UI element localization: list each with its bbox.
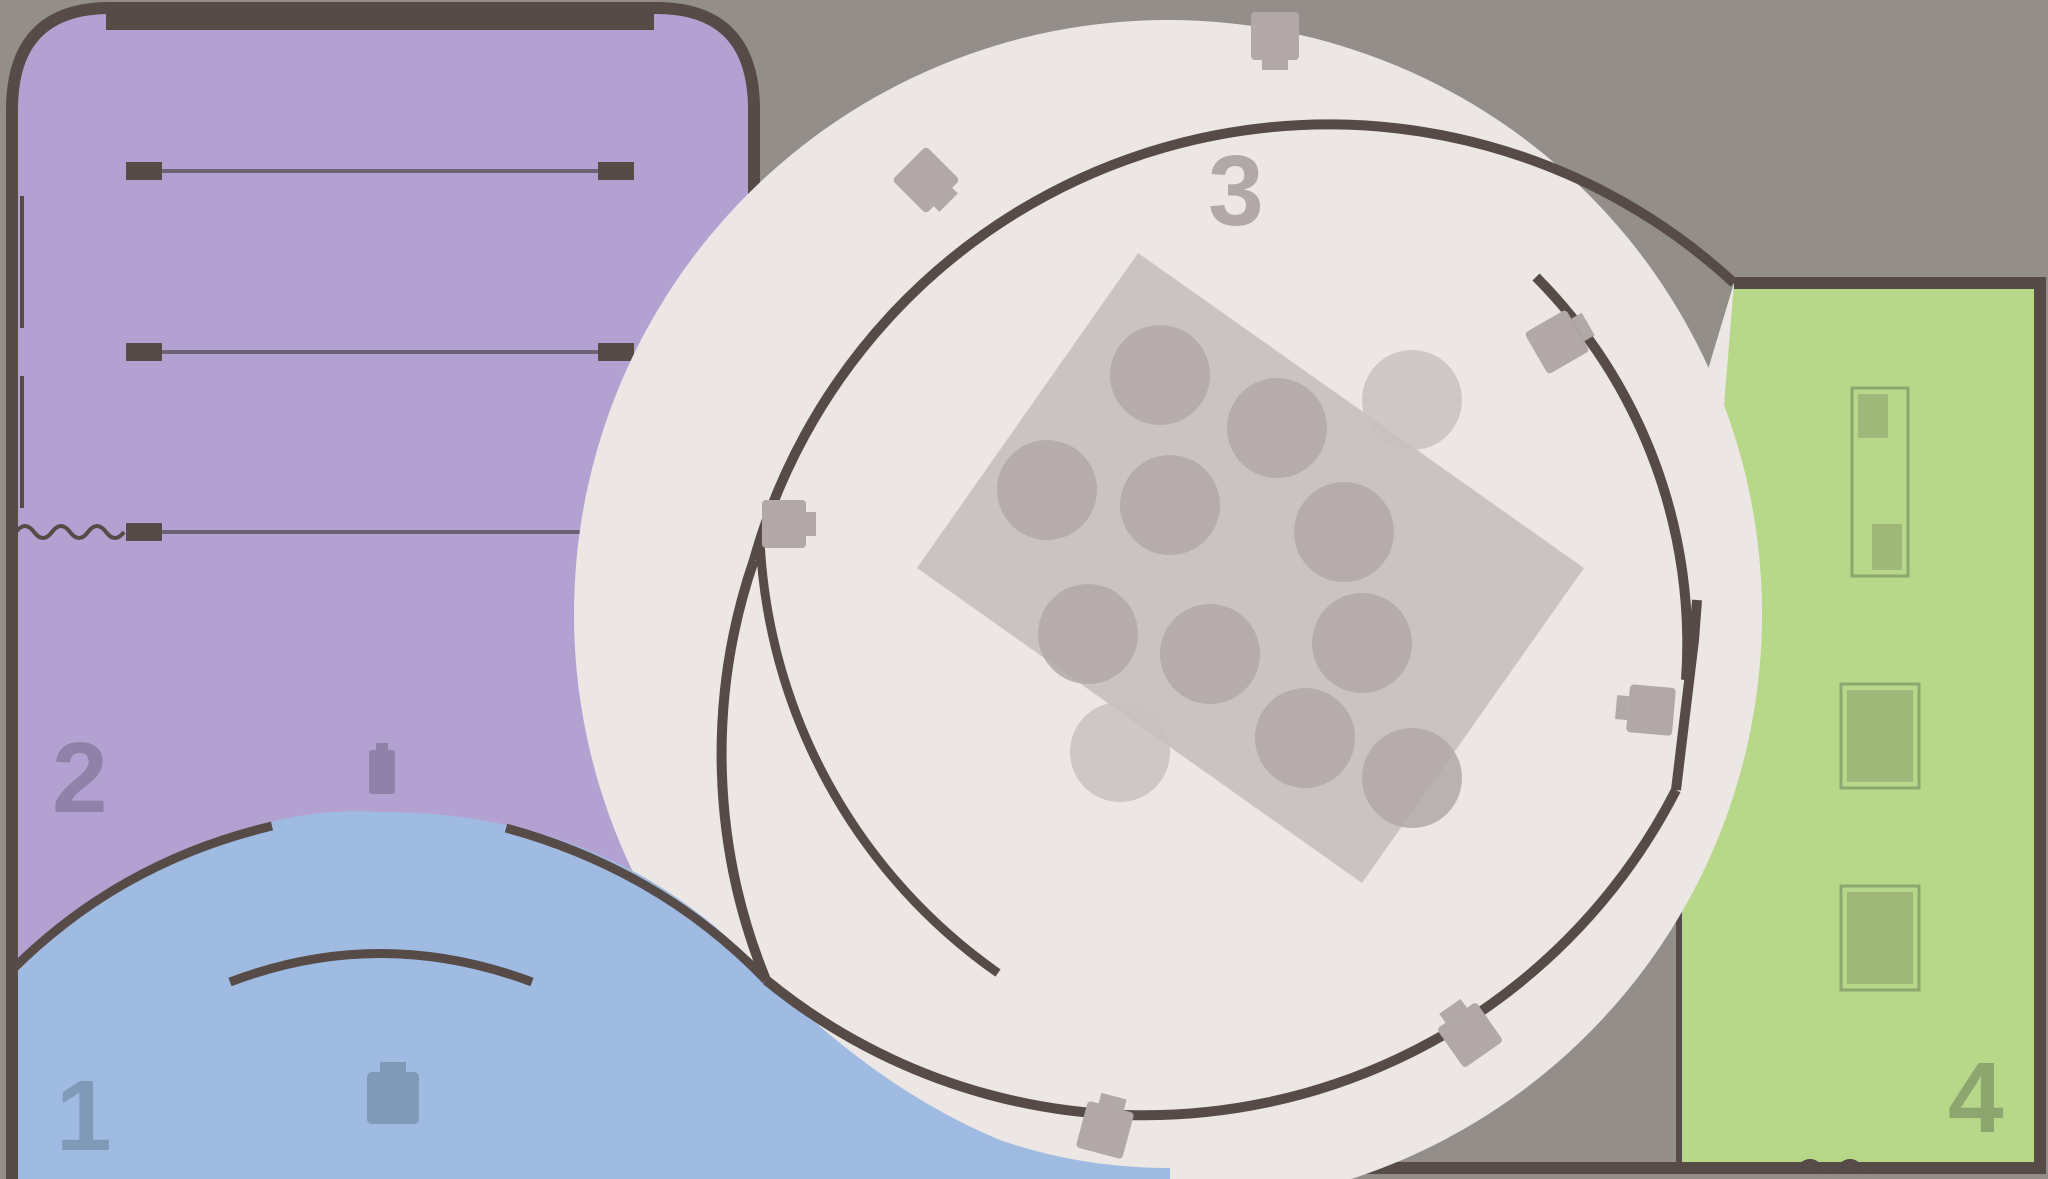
corridor-area [1230, 790, 1676, 1168]
zone-3-wall [749, 119, 1738, 562]
speaker-icon [893, 147, 959, 213]
speaker-icon [1076, 1092, 1134, 1159]
zone-1-wall [504, 823, 770, 984]
speaker-icon [1251, 12, 1299, 70]
speaker-icon [1525, 310, 1595, 374]
zone-3-number: 3 [1208, 135, 1264, 247]
zone-3-wall [716, 558, 771, 982]
cabinet-icon [1839, 884, 1921, 992]
speaker-icon [367, 1062, 419, 1124]
bench-icon [126, 162, 634, 180]
chair-icon [997, 325, 1462, 828]
table-icon [917, 253, 1584, 883]
zone-1-wall [8, 821, 274, 974]
zone-3-wall [762, 787, 1681, 1121]
zone-2-top-wall [106, 4, 654, 30]
cabinet-icon [1839, 682, 1921, 790]
speaker-icon [369, 743, 395, 794]
zone-2-number: 2 [52, 722, 108, 834]
zone-3-inner-arc [755, 539, 1001, 977]
speaker-icon [1438, 998, 1502, 1067]
zone-4-number: 4 [1948, 1042, 2004, 1154]
speaker-icon [762, 500, 816, 548]
bench-icon [126, 343, 634, 361]
cabinet-icon [1850, 386, 1910, 578]
zone-3-right-wall [1671, 599, 1702, 791]
zone-2-area[interactable] [14, 10, 752, 970]
zone-1-number: 1 [56, 1060, 112, 1172]
speaker-icon [1615, 684, 1676, 736]
zone-4-bottom-gap [1798, 1159, 1882, 1173]
zone-1-stage-arc [228, 949, 534, 987]
zone-1-area[interactable] [12, 811, 1170, 1179]
